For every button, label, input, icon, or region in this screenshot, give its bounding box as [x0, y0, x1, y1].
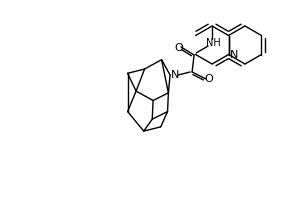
Text: O: O [175, 43, 184, 53]
Text: NH: NH [206, 38, 220, 48]
Text: O: O [205, 74, 214, 84]
Text: N: N [171, 70, 179, 80]
Text: N: N [230, 49, 238, 60]
